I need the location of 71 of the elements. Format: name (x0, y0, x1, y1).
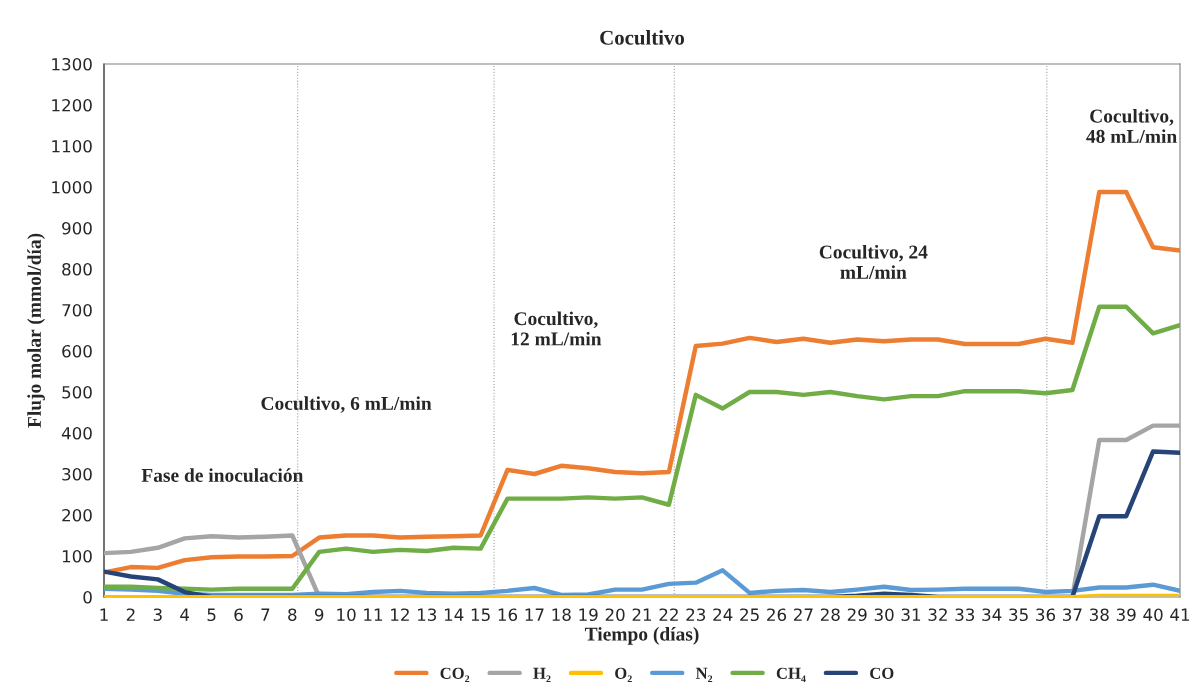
x-tick-label: 41 (1170, 608, 1190, 621)
y-tick-label: 300 (62, 467, 92, 481)
y-tick-label: 1100 (52, 139, 92, 153)
y-tick-label: 200 (62, 508, 92, 522)
x-tick-label: 35 (1009, 608, 1028, 622)
y-tick-label: 1200 (52, 98, 92, 112)
x-tick-label: 1 (100, 608, 108, 621)
x-tick-label: 13 (418, 608, 437, 622)
y-tick-label: 900 (62, 221, 92, 235)
line-series (104, 304, 1180, 592)
x-axis-title: Tiempo (días) (584, 627, 699, 645)
x-tick-label: 36 (1036, 608, 1056, 622)
y-tick-label: 100 (62, 549, 92, 563)
annotation: Cocultivo, 24 mL/min (819, 244, 928, 279)
annotation: Cocultivo, 6 mL/min (261, 396, 432, 413)
chart-title: Cocultivo (600, 30, 685, 45)
x-tick-label: 23 (686, 608, 706, 622)
x-tick-label: 14 (444, 608, 464, 621)
x-tick-label: 33 (955, 608, 975, 622)
x-tick-label: 21 (632, 608, 652, 621)
x-tick-label: 27 (794, 608, 813, 621)
legend-label: CO₂ (440, 667, 470, 683)
line-series (104, 189, 1180, 575)
y-tick-label: 700 (62, 303, 92, 317)
x-tick-label: 17 (525, 608, 544, 621)
y-axis-title: Flujo molar (mmol/día) (27, 233, 45, 428)
x-tick-label: 5 (207, 608, 216, 622)
x-tick-label: 9 (314, 608, 324, 622)
x-tick-label: 28 (820, 608, 840, 622)
y-tick-label: 0 (83, 590, 92, 604)
x-tick-label: 16 (498, 608, 518, 622)
x-tick-label: 3 (153, 608, 162, 622)
y-tick-label: 500 (62, 385, 92, 399)
x-tick-label: 7 (261, 608, 270, 621)
x-tick-label: 38 (1089, 608, 1109, 622)
x-tick-label: 31 (901, 608, 921, 622)
x-tick-label: 20 (605, 608, 625, 622)
y-tick-label: 1300 (52, 57, 92, 71)
x-tick-label: 6 (234, 608, 243, 622)
x-tick-label: 30 (874, 608, 894, 622)
x-tick-label: 40 (1143, 608, 1163, 622)
x-tick-label: 2 (126, 608, 135, 621)
annotation: Cocultivo, 48 mL/min (1086, 108, 1177, 143)
x-tick-label: 12 (391, 608, 409, 621)
legend-label: N₂ (695, 667, 713, 683)
x-tick-label: 25 (740, 608, 759, 622)
y-tick-label: 1000 (52, 180, 92, 194)
x-tick-label: 4 (180, 608, 190, 621)
legend-label: O₂ (615, 667, 632, 683)
legend-label: H₂ (533, 667, 551, 683)
x-tick-label: 34 (982, 608, 1002, 622)
x-tick-label: 15 (471, 608, 490, 622)
x-tick-label: 37 (1063, 608, 1082, 622)
x-tick-label: 8 (288, 608, 297, 622)
x-tick-label: 18 (552, 608, 571, 622)
x-tick-label: 39 (1116, 608, 1136, 622)
legend-label: CH₄ (776, 667, 806, 683)
y-tick-label: 800 (62, 262, 92, 276)
x-tick-label: 11 (364, 608, 383, 621)
x-tick-label: 26 (767, 608, 787, 622)
x-tick-label: 29 (847, 608, 867, 622)
x-tick-label: 22 (659, 608, 678, 621)
y-tick-label: 600 (62, 344, 92, 358)
annotation: Fase de inoculación (141, 468, 304, 482)
y-tick-label: 400 (61, 426, 92, 440)
x-tick-label: 10 (337, 608, 356, 622)
x-tick-label: 32 (928, 608, 947, 622)
x-tick-label: 24 (713, 608, 733, 621)
x-tick-label: 19 (579, 608, 598, 622)
legend-label: CO (870, 667, 894, 679)
annotation: Cocultivo, 12 mL/min (511, 311, 602, 346)
